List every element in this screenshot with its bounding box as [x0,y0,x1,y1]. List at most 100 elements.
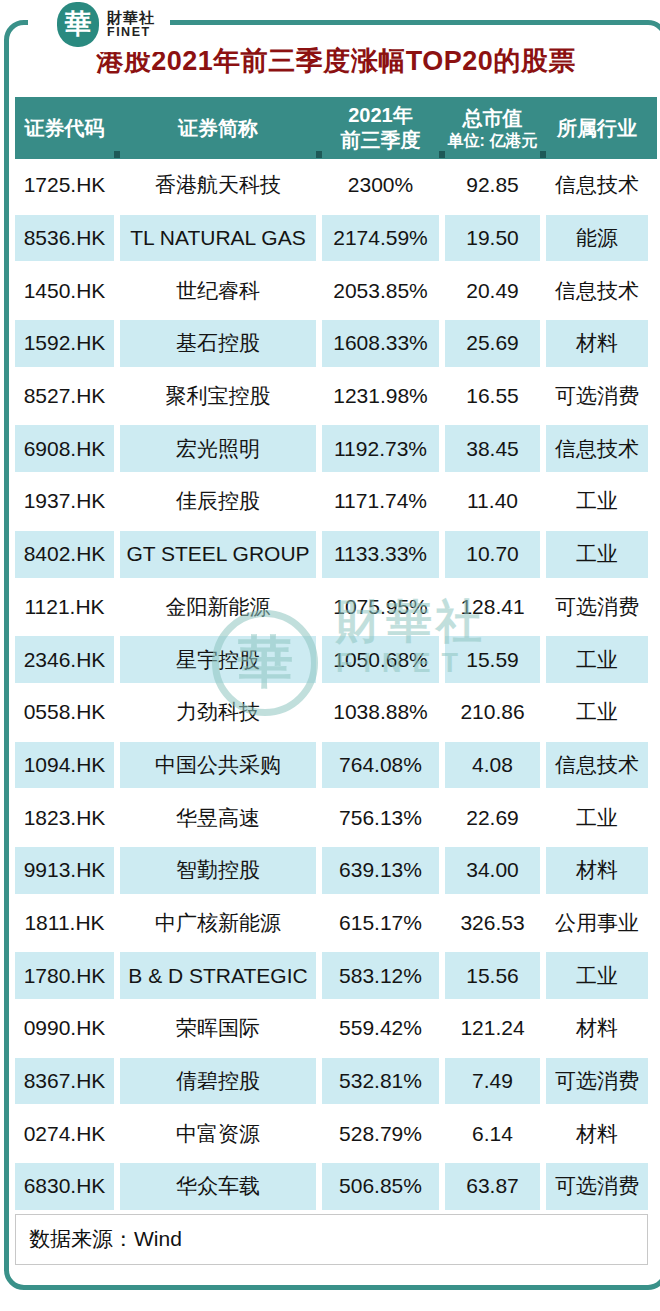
cell-gain: 1133.33% [322,531,439,578]
cell-code: 1725.HK [15,162,114,209]
cell-industry: 能源 [546,215,648,262]
cell-industry: 可选消费 [546,1163,648,1210]
cell-gain: 559.42% [322,1005,439,1052]
cell-marketcap: 63.87 [445,1163,540,1210]
table-row: 1592.HK基石控股1608.33%25.69材料 [15,317,657,370]
table-header: 证券代码 证券简称 2021年 前三季度 总市值 单位: 亿港元 所属行业 [15,97,657,159]
table-row: 1450.HK世纪睿科2053.85%20.49信息技术 [15,264,657,317]
cell-code: 8536.HK [15,215,114,262]
cell-marketcap: 4.08 [445,742,540,789]
cell-code: 6830.HK [15,1163,114,1210]
cell-gain: 1231.98% [322,373,439,420]
header-divider-tick [114,151,120,158]
cell-gain: 2174.59% [322,215,439,262]
cell-industry: 信息技术 [546,742,648,789]
cell-gain: 506.85% [322,1163,439,1210]
table-body: 1725.HK香港航天科技2300%92.85信息技术8536.HKTL NAT… [15,159,657,1213]
cell-industry: 工业 [546,636,648,683]
table-row: 1725.HK香港航天科技2300%92.85信息技术 [15,159,657,212]
header-gain-line2: 前三季度 [341,128,421,153]
cell-marketcap: 15.59 [445,636,540,683]
cell-marketcap: 128.41 [445,584,540,631]
cell-name: 智勤控股 [120,847,316,894]
cell-code: 6908.HK [15,425,114,472]
table-row: 8402.HKGT STEEL GROUP1133.33%10.70工业 [15,528,657,581]
cell-marketcap: 326.53 [445,900,540,947]
cell-marketcap: 19.50 [445,215,540,262]
cell-gain: 1171.74% [322,478,439,525]
table-row: 1937.HK佳辰控股1171.74%11.40工业 [15,475,657,528]
cell-name: 世纪睿科 [120,267,316,314]
cell-code: 1592.HK [15,320,114,367]
cell-marketcap: 10.70 [445,531,540,578]
table-row: 0558.HK力劲科技1038.88%210.86工业 [15,686,657,739]
table-row: 8527.HK聚利宝控股1231.98%16.55可选消费 [15,370,657,423]
cell-name: TL NATURAL GAS [120,215,316,262]
cell-name: 力劲科技 [120,689,316,736]
data-source-box: 数据来源：Wind [15,1214,648,1265]
table-row: 6830.HK华众车载506.85%63.87可选消费 [15,1160,657,1213]
cell-industry: 信息技术 [546,267,648,314]
cell-code: 0558.HK [15,689,114,736]
cell-industry: 工业 [546,689,648,736]
cell-code: 8402.HK [15,531,114,578]
header-divider-tick [540,151,546,158]
cell-name: 中广核新能源 [120,900,316,947]
cell-industry: 可选消费 [546,584,648,631]
cell-gain: 756.13% [322,794,439,841]
cell-marketcap: 92.85 [445,162,540,209]
cell-code: 1937.HK [15,478,114,525]
cell-marketcap: 16.55 [445,373,540,420]
cell-industry: 工业 [546,478,648,525]
cell-code: 0990.HK [15,1005,114,1052]
header-divider-tick [316,151,322,158]
cell-industry: 可选消费 [546,373,648,420]
cell-code: 0274.HK [15,1110,114,1157]
finet-logo-icon: 華 [57,2,99,47]
brand-name: 財華社 FINET [107,10,155,39]
header-gain-line1: 2021年 [348,103,413,128]
cell-marketcap: 7.49 [445,1058,540,1105]
cell-industry: 公用事业 [546,900,648,947]
cell-gain: 1608.33% [322,320,439,367]
cell-industry: 工业 [546,531,648,578]
cell-marketcap: 25.69 [445,320,540,367]
cell-code: 1811.HK [15,900,114,947]
table-row: 0990.HK荣晖国际559.42%121.24材料 [15,1002,657,1055]
table-row: 0274.HK中富资源528.79%6.14材料 [15,1107,657,1160]
cell-gain: 583.12% [322,952,439,999]
cell-marketcap: 20.49 [445,267,540,314]
cell-code: 1780.HK [15,952,114,999]
cell-marketcap: 121.24 [445,1005,540,1052]
table-row: 1811.HK中广核新能源615.17%326.53公用事业 [15,897,657,950]
cell-marketcap: 34.00 [445,847,540,894]
cell-marketcap: 22.69 [445,794,540,841]
cell-name: 中国公共采购 [120,742,316,789]
cell-gain: 2300% [322,162,439,209]
brand-name-cn: 財華社 [107,10,155,26]
cell-code: 1094.HK [15,742,114,789]
cell-industry: 可选消费 [546,1058,648,1105]
table-row: 6908.HK宏光照明1192.73%38.45信息技术 [15,422,657,475]
cell-gain: 528.79% [322,1110,439,1157]
cell-gain: 2053.85% [322,267,439,314]
cell-industry: 材料 [546,320,648,367]
cell-code: 8527.HK [15,373,114,420]
header-industry: 所属行业 [546,97,648,159]
cell-gain: 764.08% [322,742,439,789]
brand-name-en: FINET [107,26,155,39]
cell-code: 1823.HK [15,794,114,841]
cell-name: 星宇控股 [120,636,316,683]
cell-name: 佳辰控股 [120,478,316,525]
cell-marketcap: 11.40 [445,478,540,525]
header-cap-line1: 总市值 [463,106,523,131]
cell-gain: 639.13% [322,847,439,894]
table-row: 1094.HK中国公共采购764.08%4.08信息技术 [15,739,657,792]
table-row: 1823.HK华昱高速756.13%22.69工业 [15,791,657,844]
cell-industry: 工业 [546,794,648,841]
cell-gain: 1192.73% [322,425,439,472]
table-row: 8536.HKTL NATURAL GAS2174.59%19.50能源 [15,212,657,265]
brand-logo: 華 財華社 FINET [28,0,170,52]
table-row: 2346.HK星宇控股1050.68%15.59工业 [15,633,657,686]
cell-name: 荣晖国际 [120,1005,316,1052]
